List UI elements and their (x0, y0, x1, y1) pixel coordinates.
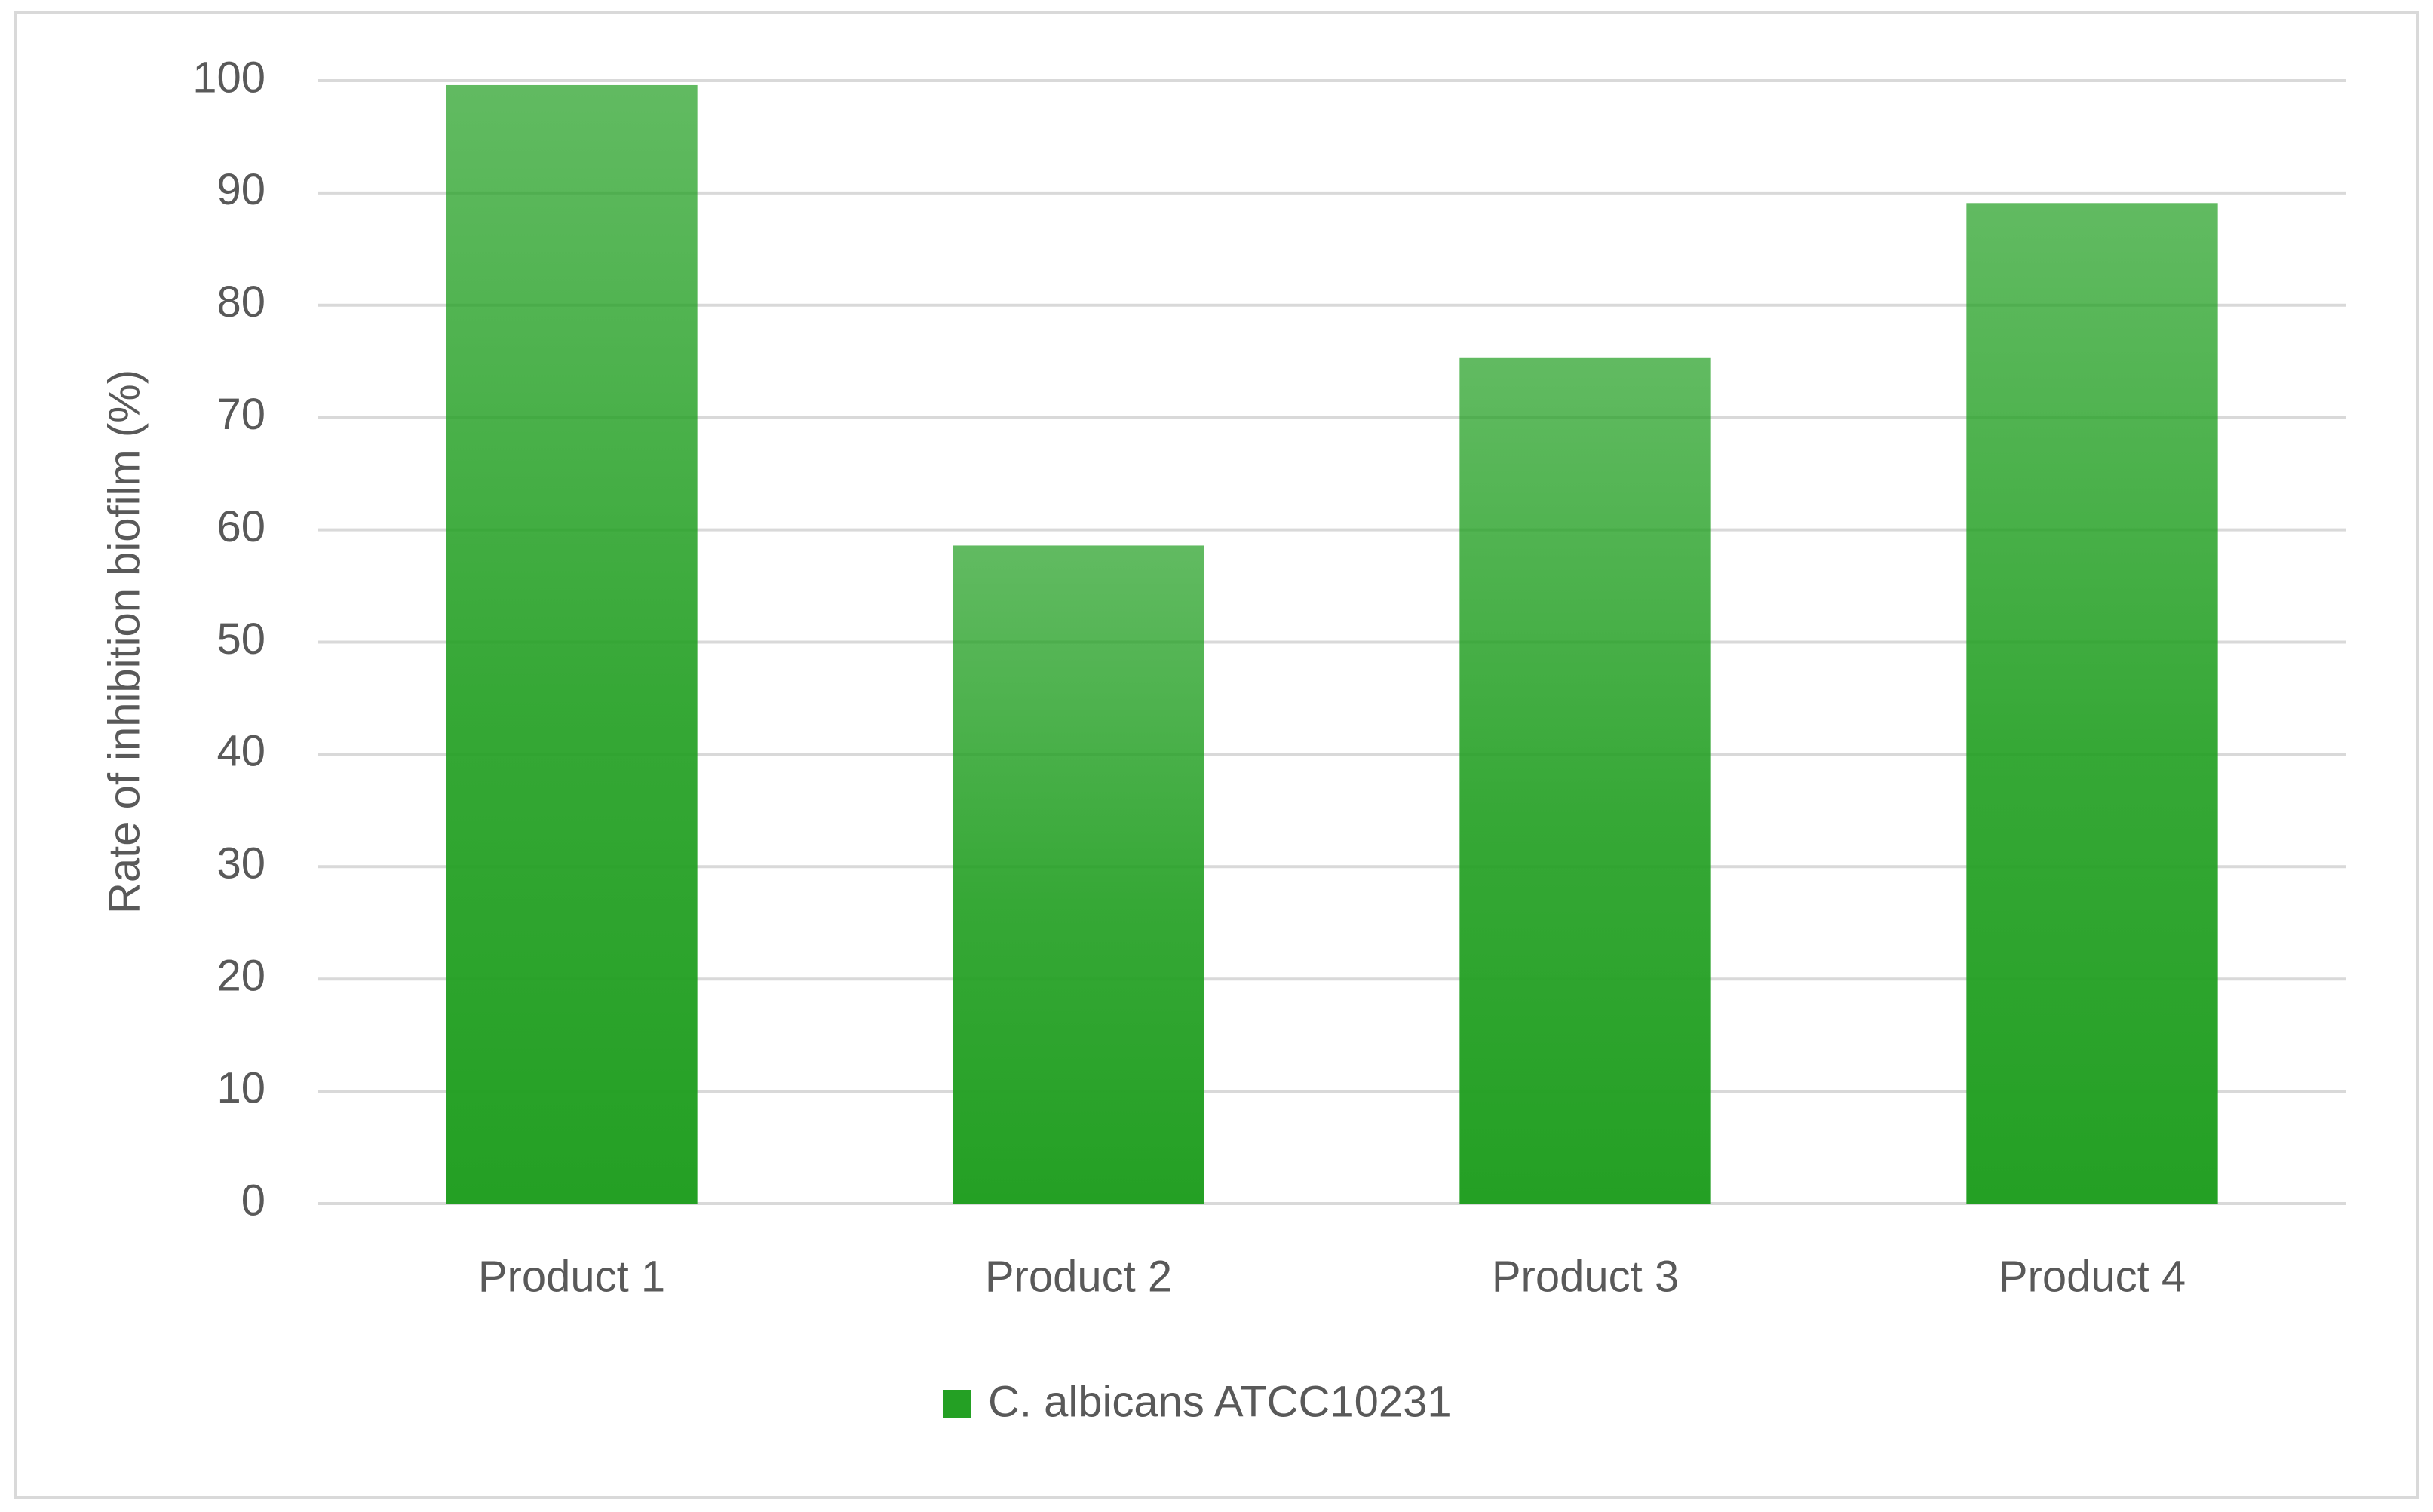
y-axis-title: Rate of inhibition biofilm (%) (100, 370, 149, 914)
x-tick-label: Product 4 (1999, 1252, 2186, 1301)
y-tick-label: 20 (216, 952, 265, 1001)
y-tick-label: 90 (216, 165, 265, 214)
bar (1459, 357, 1711, 1204)
x-tick-label: Product 2 (985, 1252, 1172, 1301)
bar (1966, 203, 2218, 1204)
x-tick-label: Product 3 (1492, 1252, 1679, 1301)
y-tick-label: 70 (216, 390, 265, 439)
legend-label: C. albicans ATCC10231 (988, 1377, 1452, 1426)
y-tick-label: 100 (192, 53, 265, 102)
legend-swatch (943, 1390, 971, 1418)
x-tick-label: Product 1 (478, 1252, 665, 1301)
y-tick-label: 10 (216, 1063, 265, 1112)
y-tick-label: 30 (216, 839, 265, 888)
bar (953, 545, 1204, 1204)
y-tick-label: 50 (216, 615, 265, 664)
y-tick-label: 80 (216, 278, 265, 327)
bar (446, 84, 698, 1204)
y-tick-label: 40 (216, 727, 265, 776)
y-tick-label: 60 (216, 502, 265, 551)
y-tick-label: 0 (241, 1176, 265, 1225)
